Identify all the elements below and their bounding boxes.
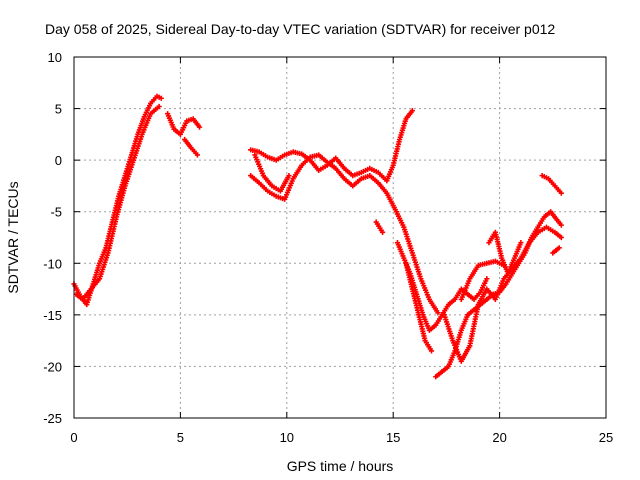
data-point — [518, 240, 524, 246]
x-tick-label: 25 — [599, 430, 613, 445]
y-tick-label: -5 — [50, 205, 62, 220]
data-point — [484, 276, 490, 282]
y-tick-label: -10 — [43, 256, 62, 271]
y-tick-label: 0 — [55, 153, 62, 168]
grid-lines — [74, 57, 606, 418]
series-track-a — [71, 93, 164, 308]
x-tick-label: 15 — [386, 430, 400, 445]
axis-ticks: 0 5 10 15 20 25 10 5 0 -5 -10 -15 -20 -25 — [43, 50, 613, 445]
data-point — [556, 245, 562, 251]
series-track-g — [252, 152, 292, 194]
x-tick-label: 0 — [70, 430, 77, 445]
data-point — [379, 229, 386, 235]
y-tick-label: 5 — [55, 102, 62, 117]
series-track-c — [165, 111, 203, 137]
series-track-f — [248, 152, 441, 316]
series-track-o — [539, 173, 564, 196]
series-track-h — [373, 219, 386, 235]
y-tick-label: -20 — [43, 359, 62, 374]
data-point — [194, 152, 201, 158]
x-axis-label: GPS time / hours — [287, 458, 394, 474]
x-tick-label: 20 — [492, 430, 506, 445]
plot-frame — [73, 56, 607, 419]
data-point — [435, 310, 441, 316]
series-track-p — [550, 245, 562, 256]
series-track-n — [486, 229, 524, 277]
series-track-l — [441, 224, 564, 364]
data-point — [196, 124, 203, 130]
series-track-b — [73, 103, 162, 302]
series-track-d — [182, 136, 201, 158]
data-point — [286, 173, 292, 179]
data-point — [558, 190, 564, 196]
y-axis-label: SDTVAR / TECUs — [5, 181, 21, 293]
data-point — [156, 103, 162, 110]
x-tick-label: 10 — [280, 430, 294, 445]
series-track-j — [403, 260, 435, 354]
series-track-e — [248, 108, 415, 184]
data-point — [158, 95, 164, 101]
data-series — [71, 93, 564, 380]
data-point — [558, 234, 564, 241]
y-tick-label: -25 — [43, 411, 62, 426]
y-tick-label: -15 — [43, 308, 62, 323]
x-tick-label: 5 — [177, 430, 184, 445]
chart-title: Day 058 of 2025, Sidereal Day-to-day VTE… — [45, 21, 555, 37]
data-point — [428, 348, 435, 354]
data-point — [409, 108, 415, 114]
data-point — [558, 222, 564, 228]
y-tick-label: 10 — [48, 50, 62, 65]
